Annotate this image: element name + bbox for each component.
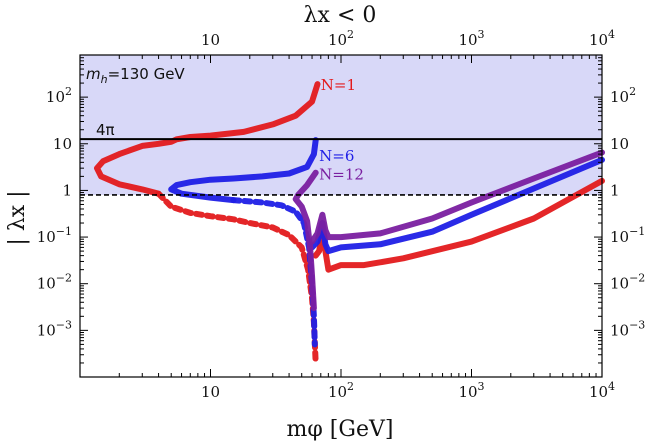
x-tick-label-top: 10 [201,31,220,49]
series-label: N=12 [319,165,364,183]
series-label: N=6 [319,147,354,165]
x-tick-label-top: 104 [589,28,615,49]
y-tick-label: 10−3 [37,318,72,339]
higgs-mass-annotation: mh=130 GeV [86,65,185,86]
y-tick-label-right: 10−3 [610,318,645,339]
y-tick-label: 10−1 [37,225,72,246]
curve-lower [155,190,319,366]
y-tick-label-right: 10−1 [610,225,645,246]
curve-upper [94,81,321,197]
y-tick-label: 10 [53,135,72,153]
y-tick-label: 102 [46,85,72,106]
shaded-region [80,55,602,195]
y-axis-title: | λx | [5,190,30,245]
y-tick-label-right: 102 [610,85,636,106]
x-tick-label-top: 103 [458,28,484,49]
y-tick-label-right: 10 [610,135,629,153]
curve-high-mass [312,177,605,273]
top-axis-title: λx < 0 [304,3,377,28]
y-tick-label-right: 10−2 [610,272,645,293]
four-pi-label: 4π [96,121,115,139]
y-tick-label: 10−2 [37,272,72,293]
x-tick-label: 102 [328,380,354,401]
x-tick-label: 103 [458,380,484,401]
series-label: N=1 [321,76,356,94]
x-axis-title: mφ [GeV] [287,417,394,442]
y-tick-label: 1 [62,181,72,199]
curve-upper [168,137,319,204]
x-tick-label: 104 [589,380,615,401]
curve-upper [292,169,319,312]
x-tick-label-top: 102 [328,28,354,49]
x-tick-label: 10 [201,383,220,401]
y-tick-label-right: 1 [610,181,620,199]
